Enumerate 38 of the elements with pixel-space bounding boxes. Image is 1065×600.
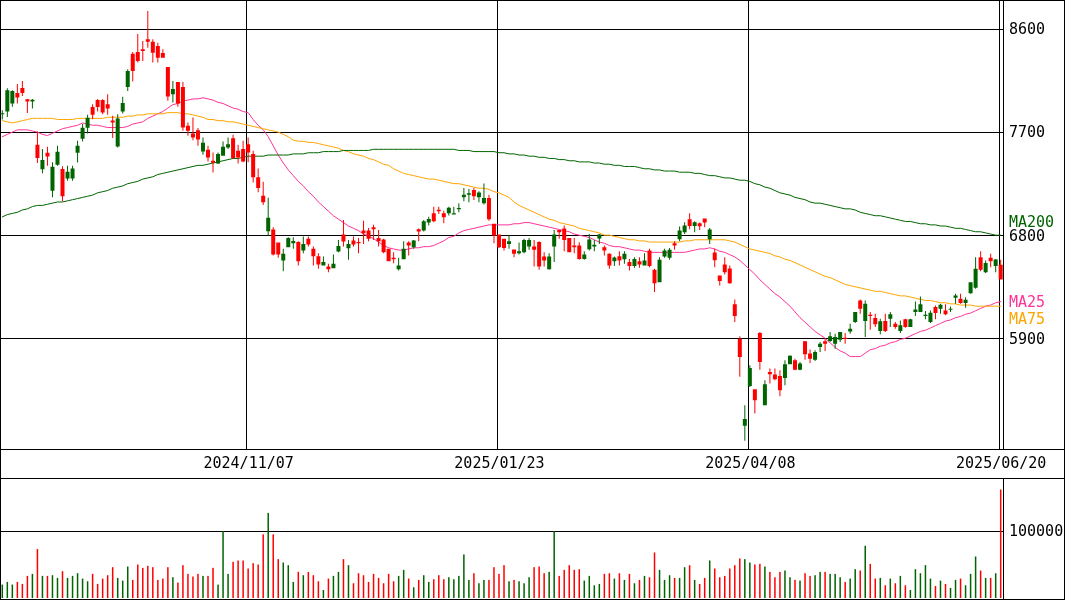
candlestick bbox=[948, 306, 953, 313]
line-series bbox=[1, 148, 1002, 236]
candlestick bbox=[105, 94, 110, 115]
y-tick-label: 5900 bbox=[1009, 329, 1046, 348]
series-label: MA75 bbox=[1009, 310, 1046, 329]
candlestick bbox=[617, 251, 622, 266]
candlestick bbox=[145, 11, 150, 48]
candlestick bbox=[110, 115, 115, 139]
candlestick bbox=[371, 224, 376, 240]
candlestick bbox=[321, 256, 326, 266]
candlestick bbox=[637, 257, 642, 268]
candlestick bbox=[0, 110, 5, 120]
y-tick-label: 100000 bbox=[1009, 522, 1064, 541]
line-series bbox=[1, 97, 1002, 358]
candlestick bbox=[823, 338, 828, 351]
x-tick-label: 2024/11/07 bbox=[203, 453, 294, 472]
candlestick bbox=[868, 312, 873, 330]
y-tick-label: 7700 bbox=[1009, 123, 1046, 142]
series-label: MA25 bbox=[1009, 292, 1046, 311]
candlestick bbox=[602, 245, 607, 256]
candlestick bbox=[211, 152, 216, 173]
candlestick bbox=[25, 98, 30, 113]
candlestick bbox=[451, 206, 456, 215]
x-tick-label: 2025/06/20 bbox=[956, 453, 1047, 472]
candlestick bbox=[356, 237, 361, 254]
candlestick bbox=[140, 41, 145, 62]
line-series bbox=[1, 112, 1002, 307]
x-tick-label: 2025/01/23 bbox=[454, 453, 545, 472]
candlestick bbox=[416, 228, 421, 242]
x-tick-label: 2025/04/08 bbox=[705, 453, 796, 472]
candlestick bbox=[888, 312, 893, 328]
candlestick bbox=[507, 235, 512, 249]
candlestick bbox=[466, 189, 471, 203]
candlestick bbox=[742, 405, 747, 441]
candlestick bbox=[953, 293, 958, 304]
y-tick-label: 8600 bbox=[1009, 20, 1046, 39]
candlestick bbox=[517, 242, 522, 255]
candlestick bbox=[30, 98, 35, 109]
